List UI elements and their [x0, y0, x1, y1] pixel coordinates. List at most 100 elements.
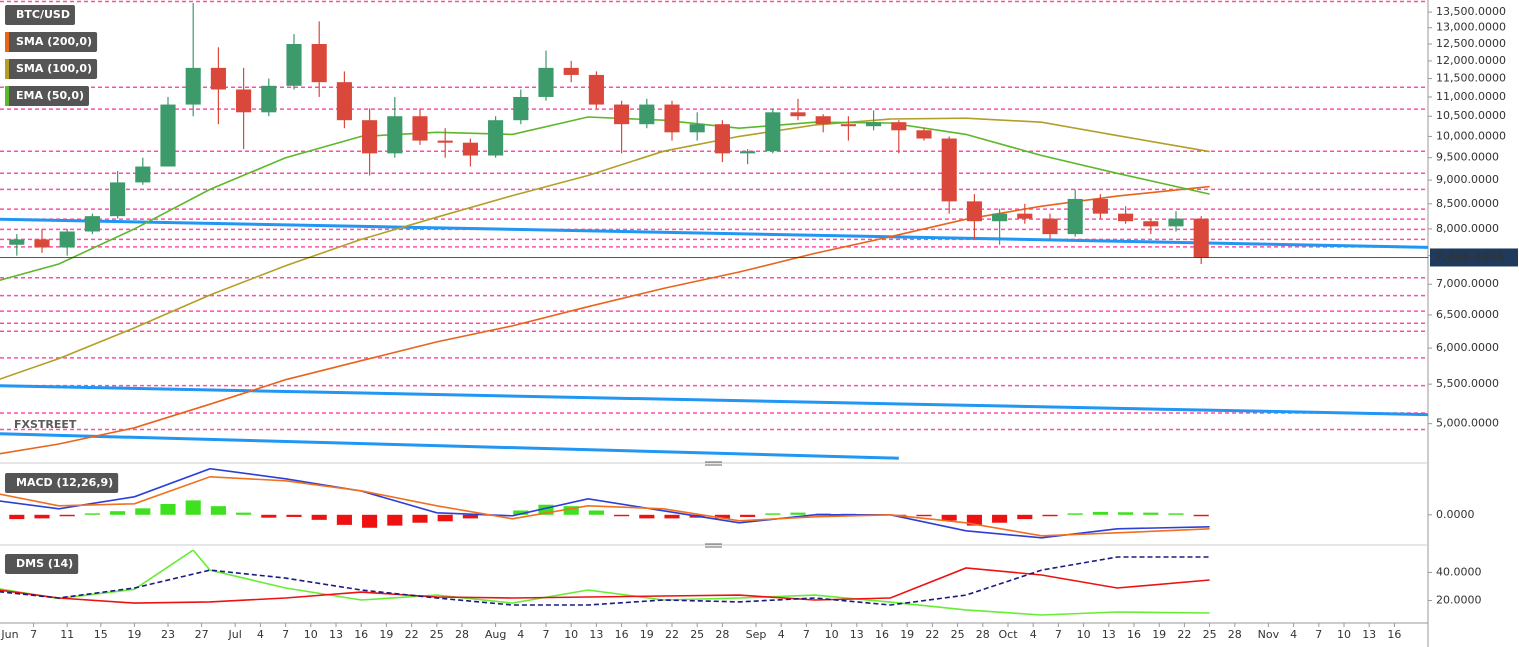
x-tick-label: 28: [455, 628, 469, 641]
legend-label: BTC/USD: [16, 8, 70, 21]
legend-item[interactable]: SMA (200,0): [5, 32, 98, 52]
legend-label: SMA (100,0): [16, 62, 92, 75]
candle-body: [866, 122, 882, 127]
resize-handle[interactable]: [705, 461, 722, 466]
candle-body: [261, 85, 277, 113]
histogram-bar: [1168, 513, 1184, 515]
x-tick-label: 10: [304, 628, 318, 641]
x-tick-label: 7: [543, 628, 550, 641]
candle-body: [563, 67, 579, 75]
histogram-bar: [916, 514, 932, 517]
histogram-bar: [563, 506, 579, 515]
x-tick-label: 13: [1362, 628, 1376, 641]
trendline: [0, 384, 1428, 417]
candle-body: [765, 112, 781, 152]
x-tick-label: 25: [951, 628, 965, 641]
candle-body: [311, 43, 327, 83]
histogram-bar: [185, 500, 201, 515]
legend-item[interactable]: MACD (12,26,9): [5, 473, 119, 493]
candle-body: [1017, 213, 1033, 219]
legend-box: [5, 5, 75, 25]
y-tick-label: 0.0000: [1436, 508, 1475, 521]
histogram-bar: [362, 514, 378, 528]
histogram-bar: [538, 504, 554, 515]
x-tick-label: Aug: [485, 628, 506, 641]
histogram-bar: [462, 514, 478, 519]
y-tick-label: 9,000.0000: [1436, 173, 1499, 186]
candle-body: [336, 82, 352, 121]
candle-body: [110, 182, 126, 217]
candle-body: [9, 239, 25, 245]
histogram-bar: [513, 510, 529, 515]
candle-body: [639, 104, 655, 125]
legend-swatch: [5, 86, 9, 106]
macd-panel: [0, 468, 1210, 539]
histogram-bar: [286, 514, 302, 517]
histogram-bar: [966, 514, 982, 526]
x-tick-label: 7: [30, 628, 37, 641]
legend-item[interactable]: SMA (100,0): [5, 59, 98, 79]
y-tick-label: 9,500.0000: [1436, 151, 1499, 164]
y-tick-label: 12,500.0000: [1436, 37, 1506, 50]
x-tick-label: 28: [715, 628, 729, 641]
x-tick-label: 16: [875, 628, 889, 641]
histogram-bar: [210, 506, 226, 515]
candle-body: [664, 104, 680, 133]
legend-label: EMA (50,0): [16, 89, 84, 102]
histogram-bar: [941, 514, 957, 521]
y-tick-label: 10,500.0000: [1436, 109, 1506, 122]
histogram-bar: [765, 513, 781, 515]
y-tick-label: 20.0000: [1436, 594, 1482, 607]
resize-handle[interactable]: [705, 543, 722, 548]
x-tick-label: Jul: [228, 628, 242, 641]
histogram-bar: [1092, 511, 1108, 515]
y-tick-label: 5,500.0000: [1436, 377, 1499, 390]
legend-item[interactable]: BTC/USD: [5, 5, 75, 25]
x-tick-label: 28: [976, 628, 990, 641]
x-tick-label: 10: [564, 628, 578, 641]
y-tick-label: 7,000.0000: [1436, 277, 1499, 290]
x-tick-label: 25: [1203, 628, 1217, 641]
histogram-bar: [236, 512, 252, 515]
x-tick-label: 19: [900, 628, 914, 641]
x-tick-label: 16: [615, 628, 629, 641]
x-tick-label: 13: [850, 628, 864, 641]
moving-average: [0, 117, 1210, 380]
y-tick-label: 5,000.0000: [1436, 417, 1499, 430]
y-tick-label: 8,500.0000: [1436, 197, 1499, 210]
candle-body: [916, 130, 932, 139]
histogram-bar: [110, 511, 126, 515]
histogram-bar: [9, 514, 25, 520]
indicator-line: [0, 468, 1210, 539]
legend-box: [5, 554, 79, 574]
x-tick-label: Nov: [1258, 628, 1280, 641]
legend-item[interactable]: EMA (50,0): [5, 86, 89, 106]
y-tick-label: 6,500.0000: [1436, 308, 1499, 321]
last-price-label: 7,466.8305: [1435, 250, 1505, 263]
legend-label: DMS (14): [16, 557, 73, 570]
x-tick-label: 22: [1177, 628, 1191, 641]
candle-body: [614, 104, 630, 125]
histogram-bar: [412, 514, 428, 523]
histogram-bar: [639, 514, 655, 519]
indicator-line: [0, 475, 1210, 537]
histogram-bar: [336, 514, 352, 525]
histogram-bar: [1017, 514, 1033, 520]
moving-average: [0, 116, 1210, 282]
x-tick-label: 19: [379, 628, 393, 641]
candle-body: [236, 89, 252, 113]
legend-box: [5, 32, 98, 52]
histogram-bar: [34, 514, 50, 519]
histogram-bar: [992, 514, 1008, 523]
x-tick-label: 13: [589, 628, 603, 641]
x-tick-label: 23: [161, 628, 175, 641]
y-tick-label: 13,500.0000: [1436, 5, 1506, 18]
legend-item[interactable]: DMS (14): [5, 554, 79, 574]
watermark: FXSTREET: [14, 418, 77, 431]
candle-body: [1042, 218, 1058, 235]
candle-body: [59, 231, 75, 248]
x-tick-label: 22: [925, 628, 939, 641]
candle-body: [1143, 221, 1159, 227]
candle-body: [135, 166, 151, 183]
